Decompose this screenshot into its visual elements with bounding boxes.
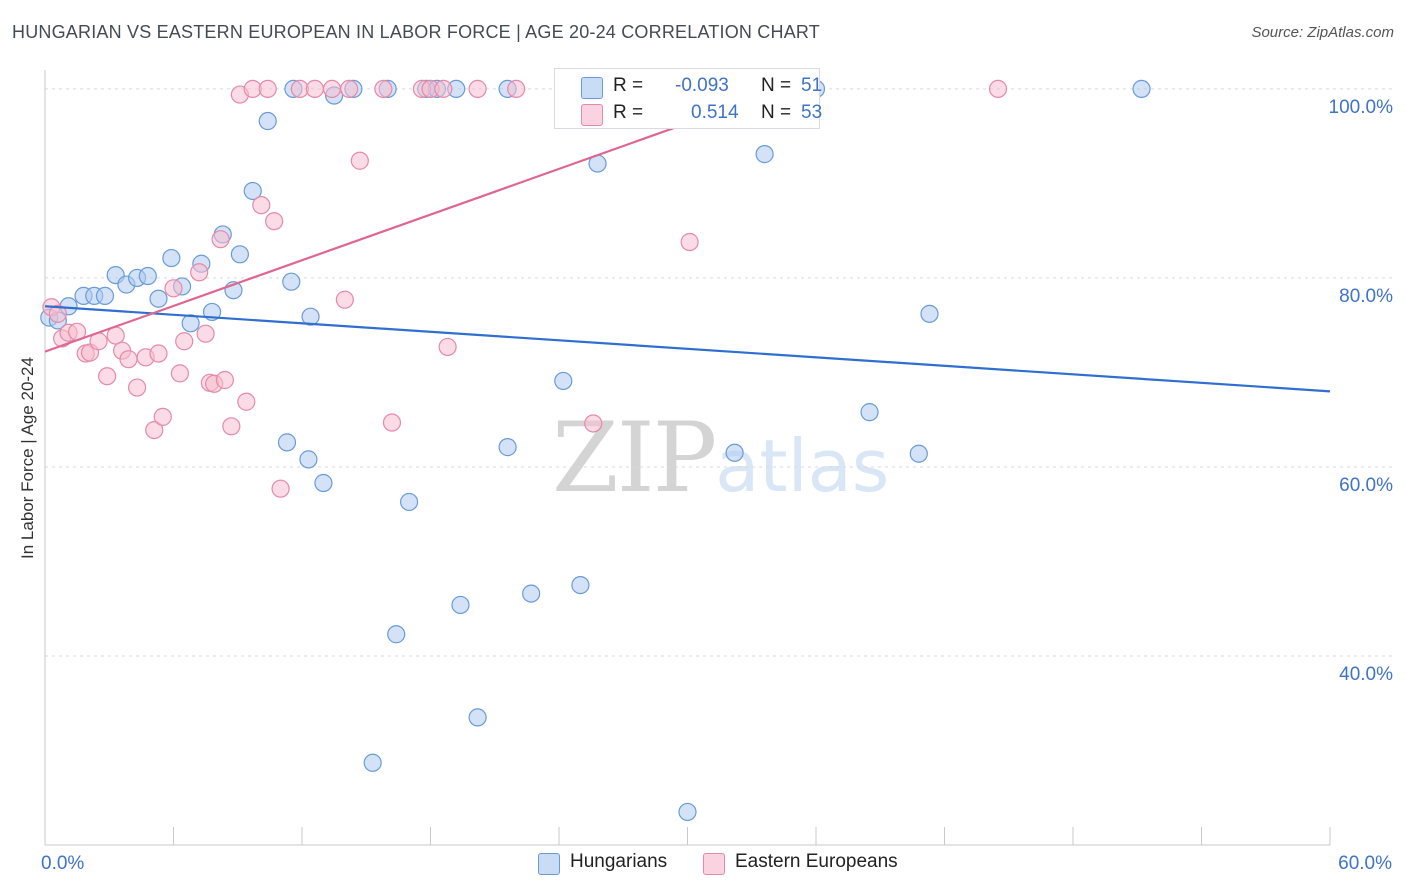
eastern-european-point <box>680 232 699 252</box>
eastern-european-point <box>48 304 67 323</box>
eastern-european-point <box>175 332 194 351</box>
eastern-european-point <box>258 79 277 99</box>
eastern-european-point <box>350 151 369 170</box>
eastern-european-point <box>988 79 1008 99</box>
hungarian-point <box>498 438 517 457</box>
y-tick-label: 80.0% <box>1339 286 1393 307</box>
eastern-european-point <box>340 79 359 99</box>
eastern-european-point <box>335 290 354 309</box>
eastern-european-point <box>265 212 284 231</box>
stats-legend: R = -0.093 N = 51 R = 0.514 N = 53 <box>554 68 823 129</box>
bottom-legend-swatch-eastern-europeans <box>703 853 725 875</box>
x-tick-label: 0.0% <box>41 853 84 874</box>
data-points <box>40 79 1151 822</box>
legend-n-value: 51 <box>801 75 823 96</box>
hungarian-trend-line <box>44 305 1331 393</box>
eastern-european-point <box>215 370 234 390</box>
trend-lines <box>44 87 1331 393</box>
hungarian-point <box>282 272 301 291</box>
axes <box>44 70 1331 846</box>
eastern-european-point <box>127 378 147 397</box>
eastern-european-point <box>237 392 256 411</box>
eastern-european-trend-line <box>44 87 785 353</box>
eastern-european-point <box>98 367 117 386</box>
x-tick-label: 60.0% <box>1338 853 1392 874</box>
hungarian-point <box>920 304 939 323</box>
eastern-european-point <box>153 407 172 426</box>
y-tick-label: 60.0% <box>1339 475 1393 496</box>
bottom-legend-swatch-hungarians <box>538 853 560 875</box>
eastern-european-point <box>170 364 190 383</box>
eastern-european-point <box>271 479 290 498</box>
hungarian-point <box>468 708 487 727</box>
hungarian-point <box>399 492 419 512</box>
gridlines <box>45 88 1392 657</box>
chart-title: HUNGARIAN VS EASTERN EUROPEAN IN LABOR F… <box>12 22 820 42</box>
eastern-european-point <box>196 324 215 343</box>
watermark-atlas: atlas <box>715 424 890 508</box>
hungarian-point <box>277 433 297 452</box>
legend-r-value: -0.093 <box>675 75 729 96</box>
eastern-european-point <box>145 420 164 440</box>
legend-n-label: N = <box>761 102 792 123</box>
legend-n-value: 53 <box>801 102 823 123</box>
bottom-legend-label-eastern-europeans: Eastern Europeans <box>735 851 898 872</box>
y-tick-label: 40.0% <box>1339 664 1393 685</box>
hungarian-point <box>138 266 157 286</box>
legend-r-label: R = <box>613 75 644 96</box>
bottom-legend-label-hungarians: Hungarians <box>570 851 668 872</box>
eastern-european-point <box>322 79 342 99</box>
eastern-european-point <box>190 263 209 282</box>
watermark-zip: ZIP <box>552 402 717 514</box>
eastern-european-point <box>468 79 487 99</box>
legend-n-label: N = <box>761 75 792 96</box>
hungarian-point <box>678 802 697 822</box>
hungarian-point <box>554 371 573 391</box>
hungarian-point <box>1132 79 1151 99</box>
eastern-european-point <box>584 414 603 433</box>
eastern-european-point <box>164 279 183 298</box>
hungarian-point <box>162 248 181 268</box>
eastern-european-point <box>305 79 324 99</box>
eastern-european-point <box>119 350 138 369</box>
legend-r-value: 0.514 <box>691 102 739 123</box>
hungarian-point <box>301 307 320 326</box>
hungarian-point <box>95 286 115 305</box>
legend-swatch-hungarians <box>581 77 603 99</box>
y-axis-label: In Labor Force | Age 20-24 <box>18 357 37 559</box>
eastern-european-point <box>434 79 453 99</box>
hungarian-point <box>258 111 277 131</box>
hungarian-point <box>522 584 541 603</box>
hungarian-point <box>149 289 168 308</box>
hungarian-point <box>363 753 382 772</box>
hungarian-point <box>181 314 200 333</box>
hungarian-point <box>387 625 406 644</box>
watermark: ZIPatlas <box>552 402 889 514</box>
hungarian-point <box>451 595 470 615</box>
hungarian-point <box>755 145 774 164</box>
eastern-european-point <box>222 417 241 436</box>
eastern-european-point <box>507 79 526 99</box>
legend-r-label: R = <box>613 102 644 123</box>
hungarian-point <box>909 444 928 463</box>
y-tick-label: 100.0% <box>1329 97 1394 118</box>
eastern-european-point <box>149 344 168 363</box>
eastern-european-point <box>252 196 271 215</box>
eastern-european-point <box>438 337 457 357</box>
legend-swatch-eastern-europeans <box>581 104 603 126</box>
hungarian-point <box>860 403 879 422</box>
hungarian-point <box>314 473 333 493</box>
hungarian-point <box>725 443 744 462</box>
tick-labels: 100.0% 80.0% 60.0% 40.0% 0.0% 60.0% <box>41 97 1393 874</box>
eastern-european-point <box>382 413 402 432</box>
hungarian-point <box>243 181 262 201</box>
hungarian-point <box>230 245 249 264</box>
source-credit: Source: ZipAtlas.com <box>1251 24 1394 41</box>
eastern-european-point <box>211 230 230 249</box>
eastern-european-point <box>374 79 393 99</box>
hungarian-point <box>571 575 590 595</box>
hungarian-point <box>299 450 318 469</box>
